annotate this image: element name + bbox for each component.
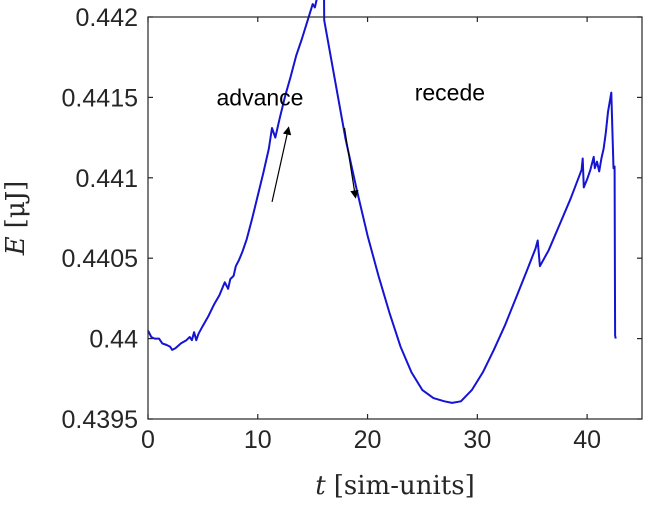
plot-area xyxy=(148,17,642,419)
x-tick-label: 10 xyxy=(244,426,272,454)
x-axis-label: t [sim-units] xyxy=(315,471,474,501)
annotation-advance: advance xyxy=(216,84,303,110)
x-tick-label: 0 xyxy=(141,426,155,454)
y-axis-label: E[μJ] xyxy=(1,181,31,257)
y-tick-label: 0.442 xyxy=(75,4,138,32)
y-tick-label: 0.4405 xyxy=(62,245,138,273)
arrow-up xyxy=(271,126,292,203)
x-tick-label: 30 xyxy=(463,426,491,454)
y-tick-label: 0.4395 xyxy=(62,406,138,434)
arrow-down xyxy=(343,127,359,199)
y-tick-label: 0.4415 xyxy=(62,84,138,112)
series-line xyxy=(147,0,617,404)
axes-box xyxy=(147,16,643,420)
x-tick-label: 40 xyxy=(573,426,601,454)
y-tick-label: 0.441 xyxy=(75,165,138,193)
y-tick-label: 0.44 xyxy=(89,326,138,354)
x-tick-label: 20 xyxy=(354,426,382,454)
annotation-recede: recede xyxy=(415,80,485,106)
